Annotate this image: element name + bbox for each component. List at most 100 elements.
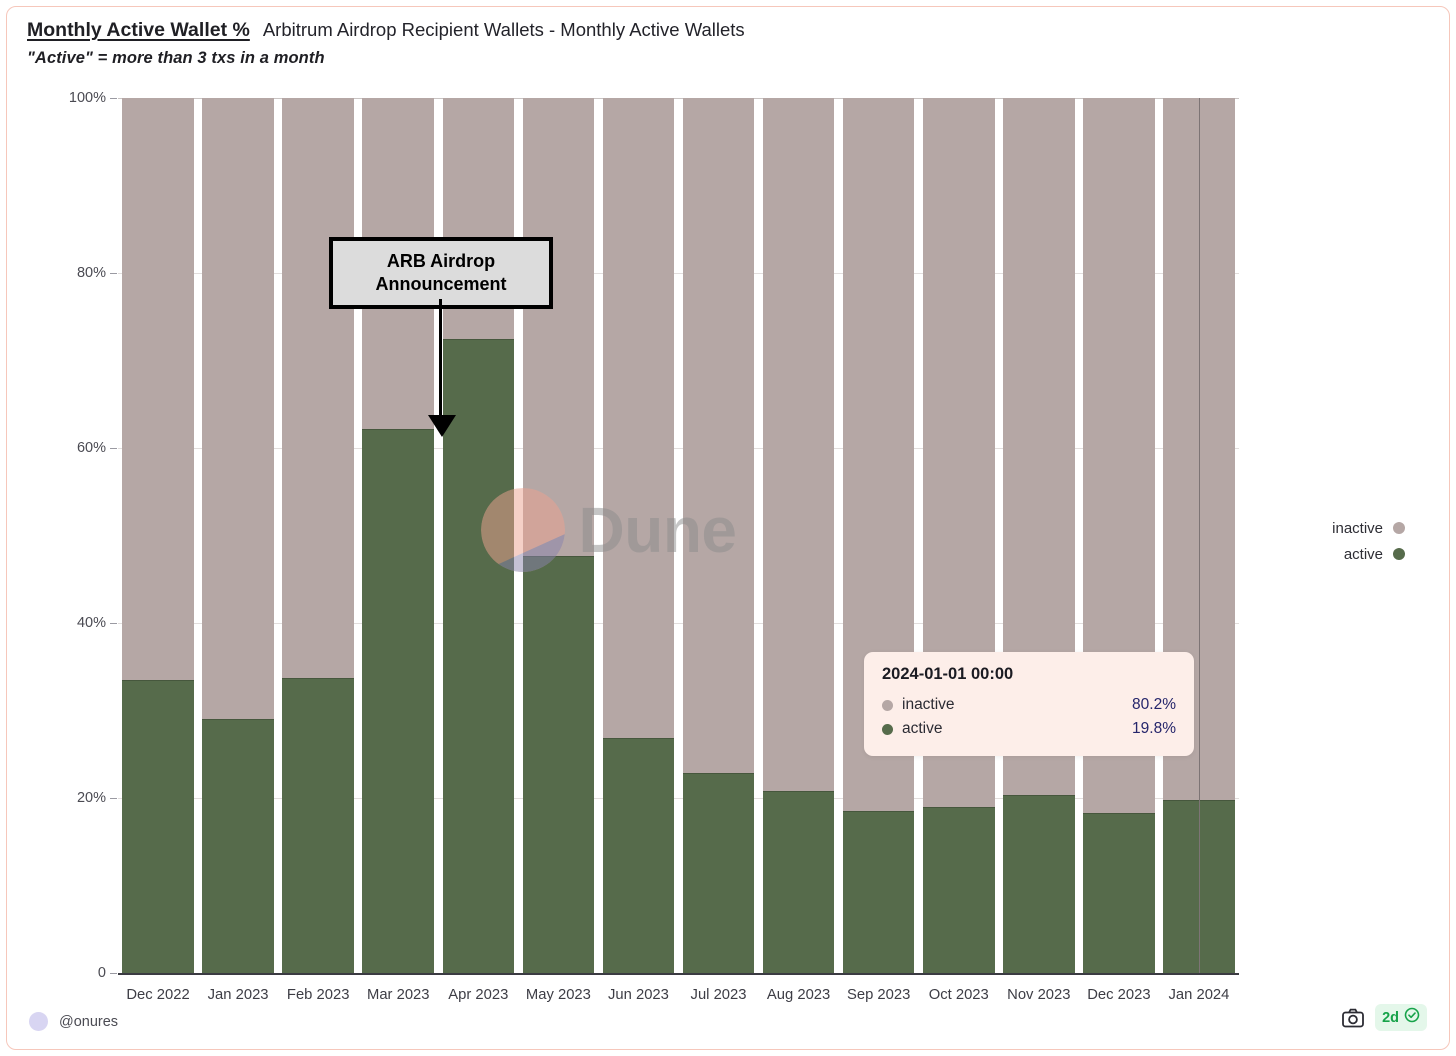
bar-segment-inactive[interactable] — [122, 98, 194, 680]
tooltip-series-value: 19.8% — [1132, 720, 1176, 737]
y-axis-label: 20% — [76, 790, 106, 806]
tooltip-series-label: active — [902, 720, 943, 737]
x-axis-line — [118, 973, 1239, 975]
footer-actions[interactable]: 2d — [1342, 1004, 1427, 1031]
gridline — [118, 448, 1239, 449]
gridline — [118, 623, 1239, 624]
x-axis-label: Feb 2023 — [286, 987, 350, 1003]
bar-column[interactable] — [202, 98, 274, 973]
x-axis-label: Mar 2023 — [366, 987, 430, 1003]
x-axis-label: Jun 2023 — [608, 987, 669, 1003]
bar-segment-active[interactable] — [362, 428, 435, 973]
camera-icon[interactable] — [1342, 1008, 1364, 1028]
y-axis-label: 80% — [76, 265, 106, 281]
annotation-line-2: Announcement — [375, 273, 507, 294]
bar-segment-inactive[interactable] — [522, 98, 595, 556]
y-axis-label: 60% — [76, 440, 106, 456]
bar-segment-active[interactable] — [1003, 794, 1075, 973]
legend-item-inactive[interactable]: inactive — [1332, 515, 1405, 541]
y-axis-tick-mark — [110, 623, 117, 624]
dune-wordmark: Dune — [578, 493, 738, 566]
bar-segment-inactive[interactable] — [202, 98, 274, 720]
x-axis-label: Dec 2022 — [126, 987, 190, 1003]
dune-logo-icon — [480, 487, 565, 572]
annotation-arrow-head-icon — [428, 415, 456, 437]
bar-segment-active[interactable] — [202, 719, 274, 973]
dune-watermark: Dune — [480, 487, 738, 572]
bar-segment-inactive[interactable] — [762, 98, 835, 791]
legend-color-swatch — [1393, 548, 1405, 560]
y-axis-label: 40% — [76, 615, 106, 631]
x-axis-label: Aug 2023 — [766, 987, 831, 1003]
bar-segment-inactive[interactable] — [602, 98, 675, 738]
chart-subtitle: "Active" = more than 3 txs in a month — [27, 49, 325, 67]
bar-segment-active[interactable] — [442, 338, 515, 973]
x-axis-label: Jan 2023 — [207, 987, 269, 1003]
bar-segment-active[interactable] — [842, 811, 915, 973]
tooltip-series-label: inactive — [902, 696, 955, 713]
tooltip-color-swatch — [882, 723, 893, 735]
y-axis-tick-mark — [110, 448, 117, 449]
tooltip-row-inactive: inactive 80.2% — [882, 693, 1176, 717]
y-axis-tick-mark — [110, 798, 117, 799]
bar-column[interactable] — [682, 98, 755, 973]
bar-segment-active[interactable] — [122, 679, 194, 973]
avatar — [29, 1012, 48, 1031]
bar-column[interactable] — [1003, 98, 1075, 973]
bar-segment-inactive[interactable] — [682, 98, 755, 773]
legend-item-active[interactable]: active — [1332, 541, 1405, 567]
gridline — [118, 798, 1239, 799]
bar-column[interactable] — [922, 98, 995, 973]
y-axis-tick-mark — [110, 973, 117, 974]
title-row: Monthly Active Wallet % Arbitrum Airdrop… — [27, 19, 745, 42]
bar-segment-active[interactable] — [682, 772, 755, 973]
bar-column[interactable] — [282, 98, 354, 973]
bar-segment-active[interactable] — [1083, 812, 1155, 973]
bar-column[interactable] — [362, 98, 435, 973]
bar-column[interactable] — [842, 98, 915, 973]
tooltip-color-swatch — [882, 699, 893, 711]
bar-column[interactable] — [762, 98, 835, 973]
y-axis-label: 100% — [68, 90, 106, 106]
bar-column[interactable] — [122, 98, 194, 973]
bar-segment-inactive[interactable] — [282, 98, 354, 679]
plot-area[interactable]: 0 20% 40% 60% 80% 100% Dec 2022 Jan 2023 Feb 20… — [7, 7, 1451, 1051]
x-axis-label: Apr 2023 — [448, 987, 509, 1003]
metric-name[interactable]: Monthly Active Wallet % — [27, 19, 250, 41]
annotation-arrow-stem — [439, 299, 442, 421]
gridline — [118, 273, 1239, 274]
bar-segment-active[interactable] — [602, 737, 675, 973]
bar-segment-active[interactable] — [522, 555, 595, 973]
chart-card: Monthly Active Wallet % Arbitrum Airdrop… — [6, 6, 1450, 1050]
bar-segment-active[interactable] — [282, 678, 354, 973]
bar-column[interactable] — [522, 98, 595, 973]
freshness-label: 2d — [1382, 1009, 1399, 1026]
x-axis-label: May 2023 — [525, 987, 591, 1003]
bar-segment-active[interactable] — [922, 806, 995, 973]
author-handle[interactable]: @onures — [59, 1013, 119, 1030]
footer-author[interactable]: @onures — [29, 1012, 118, 1031]
legend-label: inactive — [1332, 519, 1383, 537]
x-axis-label: Oct 2023 — [928, 987, 989, 1003]
y-axis-tick-mark — [110, 273, 117, 274]
check-circle-icon — [1404, 1007, 1420, 1028]
annotation-line-1: ARB Airdrop — [386, 251, 496, 271]
y-axis-tick-mark — [110, 98, 117, 99]
tooltip-row-active: active 19.8% — [882, 717, 1176, 741]
hover-indicator-line — [1198, 98, 1200, 973]
annotation-box: ARB Airdrop Announcement — [329, 237, 553, 309]
tooltip-series-value: 80.2% — [1132, 696, 1176, 713]
chart-title: Arbitrum Airdrop Recipient Wallets - Mon… — [262, 19, 745, 40]
x-axis-label: Sep 2023 — [846, 987, 911, 1003]
bar-column[interactable] — [1083, 98, 1155, 973]
x-axis-label: Jan 2024 — [1168, 987, 1230, 1003]
chart-tooltip: 2024-01-01 00:00 inactive 80.2% active 19.8… — [864, 652, 1194, 756]
tooltip-title: 2024-01-01 00:00 — [882, 665, 1014, 683]
legend-label: active — [1343, 545, 1383, 563]
tooltip-rows: inactive 80.2% active 19.8% — [882, 693, 1176, 741]
bar-segment-active[interactable] — [762, 791, 835, 973]
bar-column[interactable] — [602, 98, 675, 973]
plot-top-border — [118, 98, 1239, 100]
chart-legend[interactable]: inactive active — [1332, 515, 1405, 567]
data-freshness-badge[interactable]: 2d — [1375, 1004, 1427, 1031]
